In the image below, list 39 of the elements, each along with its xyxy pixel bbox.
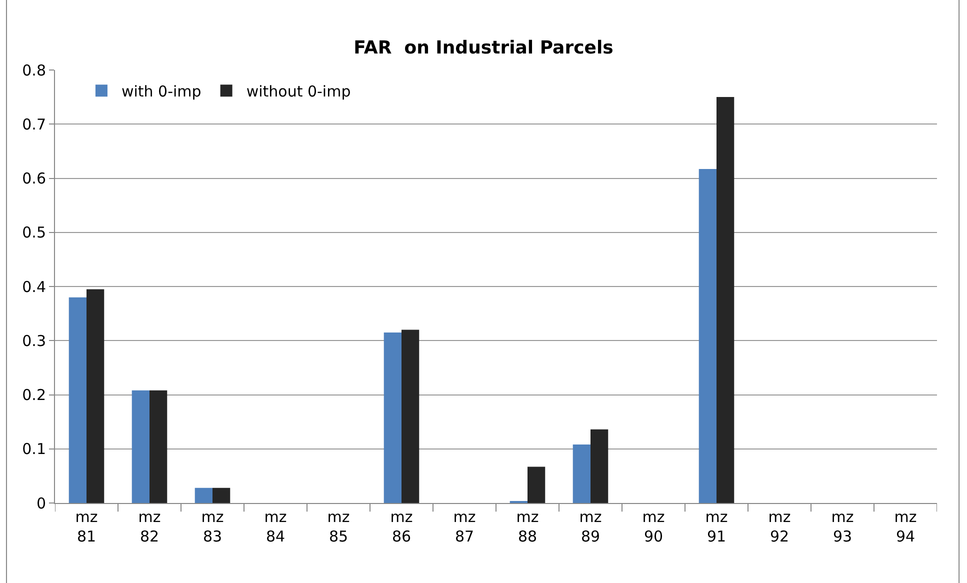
legend-label: with 0-imp	[121, 82, 202, 100]
y-tick-label: 0.6	[22, 170, 46, 188]
bar	[590, 429, 608, 503]
x-tick-label: mz 89	[579, 508, 602, 546]
x-tick-label: mz 94	[894, 508, 917, 546]
x-tick-label: mz 91	[705, 508, 728, 546]
y-tick-label: 0.4	[22, 278, 46, 296]
bar	[716, 97, 734, 503]
bar	[528, 466, 546, 503]
bar	[212, 488, 230, 503]
x-tick-label: mz 86	[390, 508, 413, 546]
legend-label: without 0-imp	[246, 82, 351, 100]
y-tick-label: 0	[36, 494, 46, 512]
x-tick-label: mz 92	[768, 508, 791, 546]
y-tick-label: 0.2	[22, 386, 46, 404]
x-tick-label: mz 88	[516, 508, 539, 546]
x-tick-label: mz 85	[327, 508, 350, 546]
x-tick-label: mz 83	[201, 508, 224, 546]
bar	[698, 169, 716, 503]
x-tick-label: mz 93	[831, 508, 854, 546]
y-tick-label: 0.3	[22, 332, 46, 350]
chart-title: FAR on Industrial Parcels	[354, 37, 614, 58]
y-tick-label: 0.8	[22, 61, 46, 80]
y-tick-label: 0.5	[22, 224, 46, 242]
y-tick-label: 0.7	[22, 115, 46, 134]
x-tick-label: mz 84	[264, 508, 287, 546]
bar	[68, 297, 86, 503]
bar	[402, 330, 420, 503]
bar	[572, 444, 590, 503]
bar	[86, 289, 104, 503]
x-tick-label: mz 82	[138, 508, 161, 546]
x-tick-label: mz 87	[453, 508, 476, 546]
bar	[384, 332, 402, 503]
bar	[132, 390, 150, 503]
x-tick-label: mz 90	[642, 508, 665, 546]
bar	[150, 390, 168, 503]
y-tick-label: 0.1	[22, 440, 46, 458]
x-tick-label: mz 81	[75, 508, 98, 546]
bar	[194, 488, 212, 503]
